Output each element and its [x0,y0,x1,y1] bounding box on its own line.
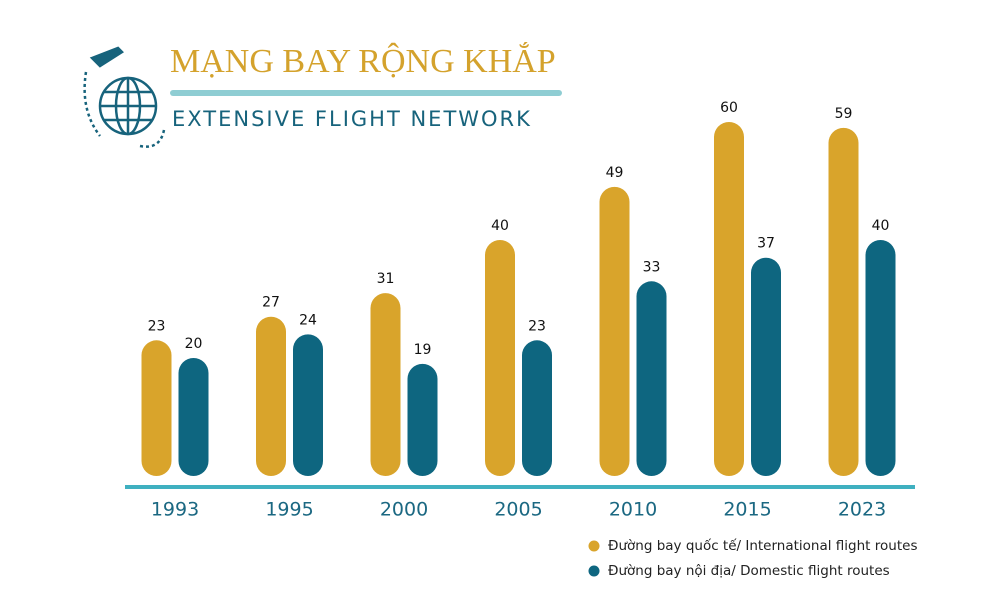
chart-subtitle: EXTENSIVE FLIGHT NETWORK [172,107,532,131]
legend-label: Đường bay quốc tế/ International flight … [608,537,917,554]
bar [485,240,515,476]
bar [178,358,209,476]
bar [370,293,401,476]
legend-marker [588,540,600,552]
logo-icon [83,46,166,148]
bar [407,363,438,476]
legend-marker [588,565,600,577]
x-tick-label: 2015 [723,499,771,521]
data-label: 37 [757,236,775,252]
bar [865,240,896,476]
data-label: 20 [185,336,203,352]
data-label: 59 [835,106,853,122]
data-label: 24 [299,312,317,328]
x-tick-label: 2005 [494,499,542,521]
bar [293,334,323,476]
data-label: 40 [491,218,509,234]
bar [599,186,630,476]
bar [751,257,781,476]
title-rule [170,90,562,96]
bar [522,340,552,476]
x-tick-label: 2000 [380,499,428,521]
x-tick-label: 2023 [838,499,886,521]
bar [636,281,667,476]
bar [714,122,744,476]
data-label: 27 [262,295,280,311]
data-label: 31 [377,271,395,287]
data-label: 49 [606,165,624,181]
chart-title: MẠNG BAY RỘNG KHẮP [170,42,556,80]
data-label: 60 [720,100,738,116]
bar [828,127,859,477]
x-tick-label: 1995 [265,499,313,521]
x-tick-label: 1993 [151,499,199,521]
data-label: 33 [643,259,661,275]
bar [141,340,172,476]
data-label: 40 [872,218,890,234]
x-tick-label: 2010 [609,499,657,521]
bar [256,316,286,476]
data-label: 23 [148,318,166,334]
legend-label: Đường bay nội địa/ Domestic flight route… [608,563,890,579]
data-label: 19 [414,342,432,358]
data-label: 23 [528,318,546,334]
